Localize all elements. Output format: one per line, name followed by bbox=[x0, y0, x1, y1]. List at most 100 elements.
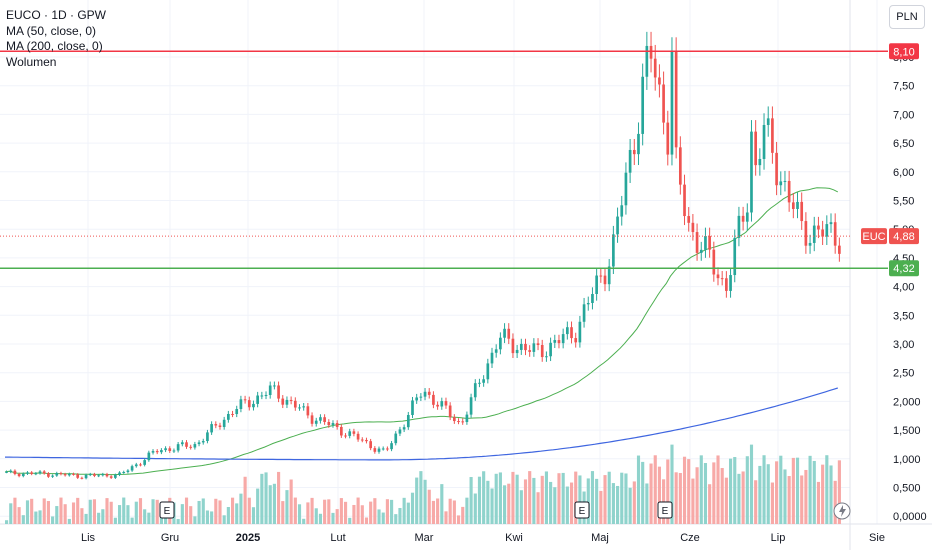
volume-bar bbox=[528, 471, 532, 524]
candle-body bbox=[72, 473, 75, 475]
volume-bar bbox=[511, 471, 515, 524]
candle-body bbox=[381, 448, 385, 450]
volume-bar bbox=[176, 519, 180, 524]
volume-bar bbox=[431, 500, 436, 524]
candle-body bbox=[243, 399, 247, 401]
volume-bar bbox=[632, 481, 636, 524]
volume-bar bbox=[494, 473, 498, 524]
candle-body bbox=[800, 201, 804, 222]
candle-body bbox=[649, 45, 653, 59]
candle-body bbox=[607, 266, 611, 285]
candle-body bbox=[507, 328, 511, 339]
volume-bar bbox=[507, 483, 511, 524]
ma200-legend[interactable]: MA (200, close, 0) bbox=[6, 39, 103, 53]
volume-bar bbox=[151, 499, 155, 524]
candle-body bbox=[574, 338, 578, 343]
volume-bar bbox=[461, 506, 465, 524]
volume-bar bbox=[143, 509, 147, 524]
volume-bar bbox=[682, 456, 687, 524]
volume-bar bbox=[268, 485, 272, 524]
volume-bar bbox=[737, 473, 741, 524]
candle-body bbox=[486, 363, 490, 380]
volume-bar bbox=[239, 493, 243, 524]
candle-body bbox=[155, 451, 159, 453]
volume-bar bbox=[666, 459, 670, 524]
volume-bar bbox=[180, 504, 184, 524]
candle-body bbox=[67, 473, 71, 476]
candle-body bbox=[540, 345, 544, 358]
candle-body bbox=[93, 474, 96, 476]
candle-body bbox=[377, 448, 381, 452]
volume-bar bbox=[674, 472, 678, 524]
candle-body bbox=[817, 225, 820, 230]
candle-body bbox=[340, 426, 343, 436]
volume-bar bbox=[63, 504, 67, 524]
volume-bar bbox=[201, 498, 205, 524]
candle-body bbox=[185, 442, 188, 447]
volume-bar bbox=[766, 464, 770, 524]
candle-body bbox=[97, 475, 100, 477]
volume-bar bbox=[318, 513, 323, 524]
x-tick-label: Maj bbox=[591, 532, 609, 544]
y-tick-label: 5,50 bbox=[893, 196, 914, 208]
candle-body bbox=[306, 406, 310, 416]
x-tick-label: 2025 bbox=[236, 532, 260, 544]
symbol-tag-bg bbox=[861, 228, 887, 245]
currency-button[interactable]: PLN bbox=[889, 5, 925, 29]
candle-body bbox=[105, 474, 109, 477]
ma50-legend[interactable]: MA (50, close, 0) bbox=[6, 23, 97, 38]
candle-body bbox=[369, 441, 372, 449]
y-tick-label: 2,50 bbox=[893, 368, 914, 380]
candle-body bbox=[595, 275, 598, 294]
volume-bar bbox=[277, 471, 281, 524]
candle-body bbox=[59, 473, 63, 475]
candle-body bbox=[448, 405, 452, 418]
candle-body bbox=[348, 431, 352, 436]
volume-bar bbox=[5, 520, 9, 524]
candle-body bbox=[536, 343, 540, 346]
candle-body bbox=[779, 181, 783, 186]
candle-body bbox=[314, 420, 318, 424]
candle-body bbox=[494, 349, 498, 353]
volume-bar bbox=[126, 505, 130, 524]
symbol-title[interactable]: EUCO · 1D · GPW bbox=[6, 8, 107, 22]
candle-body bbox=[260, 395, 264, 397]
y-tick-label: 6,00 bbox=[893, 167, 914, 179]
volume-bar bbox=[147, 512, 151, 524]
volume-bar bbox=[745, 456, 749, 524]
volume-bar bbox=[314, 508, 318, 524]
volume-bar bbox=[55, 506, 59, 524]
last-price-label-bg bbox=[889, 228, 919, 245]
volume-bar bbox=[230, 497, 235, 524]
candle-body bbox=[273, 385, 276, 387]
volume-bar bbox=[791, 457, 795, 524]
volume-bar bbox=[302, 518, 306, 524]
volume-bar bbox=[285, 490, 289, 524]
volume-bar bbox=[708, 484, 712, 524]
volume-bar bbox=[687, 459, 691, 524]
candle-body bbox=[122, 472, 126, 474]
volume-legend[interactable]: Wolumen bbox=[6, 54, 57, 69]
volume-bar bbox=[256, 488, 260, 524]
volume-bar bbox=[607, 471, 611, 524]
volume-bar bbox=[456, 515, 461, 524]
candle-body bbox=[352, 431, 356, 434]
candle-body bbox=[302, 406, 306, 408]
candle-body bbox=[139, 464, 142, 466]
candle-body bbox=[561, 334, 565, 344]
candle-body bbox=[524, 343, 527, 351]
candle-body bbox=[603, 275, 607, 285]
candle-body bbox=[172, 450, 176, 452]
candle-body bbox=[189, 446, 193, 448]
candle-body bbox=[130, 466, 134, 471]
candle-body bbox=[553, 340, 557, 343]
candle-body bbox=[17, 474, 21, 477]
ma200-line bbox=[5, 387, 838, 461]
volume-bar bbox=[549, 481, 553, 524]
volume-bar bbox=[599, 490, 603, 524]
candle-body bbox=[231, 413, 234, 415]
volume-bar bbox=[406, 502, 410, 524]
volume-bar bbox=[448, 498, 452, 524]
